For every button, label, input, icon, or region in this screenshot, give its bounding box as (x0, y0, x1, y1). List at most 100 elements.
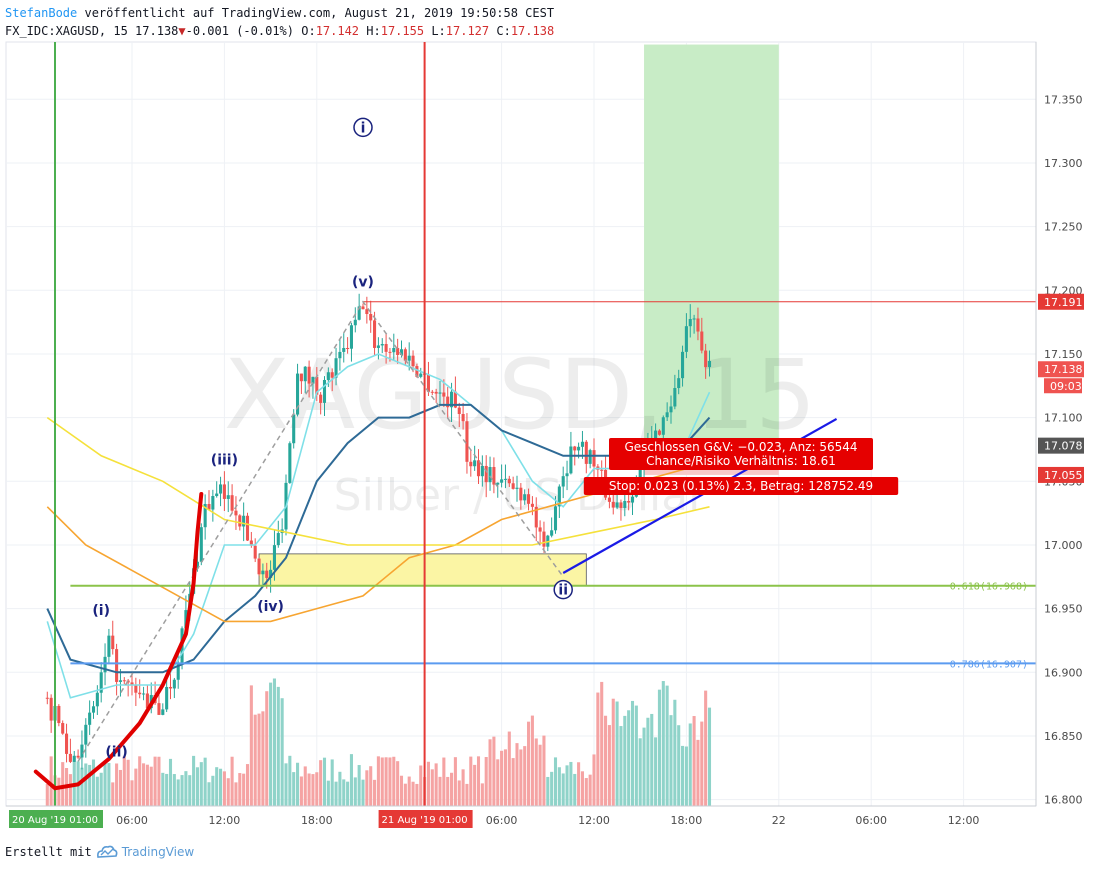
candle-body (107, 635, 111, 657)
wave-label-0: (i) (92, 603, 110, 619)
volume-bar (222, 771, 226, 806)
support-zone (258, 553, 587, 587)
candle-body (296, 373, 300, 415)
volume-bar (311, 774, 315, 806)
candle-body (176, 664, 180, 680)
tradingview-logo-icon (96, 845, 118, 858)
volume-bar (261, 711, 265, 806)
long-target-zone (644, 44, 779, 446)
tradingview-brand[interactable]: TradingView (121, 845, 195, 859)
volume-bar (515, 743, 519, 806)
price-badge-3 (1038, 466, 1084, 483)
candle-body (172, 679, 176, 689)
candle-body (199, 527, 203, 562)
volume-bar (61, 762, 65, 806)
candle-body (303, 366, 307, 382)
candle-body (72, 755, 76, 762)
volume-bar (569, 761, 573, 806)
candle-body (473, 460, 477, 467)
candle-body (334, 358, 338, 378)
candle-body (561, 476, 565, 487)
candle-body (557, 486, 561, 507)
candle-body (573, 446, 577, 451)
price-badge-label-0: 17.191 (1044, 296, 1083, 309)
time-tick-label-2: 18:00 (301, 814, 333, 827)
volume-bar (272, 678, 276, 806)
candle-body (534, 506, 538, 528)
candle-body (288, 443, 292, 483)
volume-bar (507, 731, 511, 806)
candle-body (461, 413, 465, 422)
volume-bar (334, 781, 338, 806)
candle-body (527, 494, 531, 504)
time-highlight-label-1: 21 Aug '19 01:00 (382, 815, 468, 826)
volume-bar (696, 739, 700, 806)
volume-bar (91, 759, 96, 806)
candle-body (569, 446, 573, 474)
candle-body (61, 723, 65, 734)
volume-bar (346, 781, 350, 806)
candle-body (253, 545, 257, 559)
candle-body (115, 649, 119, 682)
candle-body (684, 326, 688, 352)
price-tick-label-0: 16.800 (1044, 794, 1083, 807)
candle-body (399, 349, 404, 355)
volume-bar (330, 759, 334, 806)
price-badge-label-2: 17.138 (1044, 363, 1083, 376)
candle-body (396, 348, 400, 355)
volume-bar (365, 770, 369, 806)
volume-bar (604, 715, 608, 806)
volume-bar (118, 769, 122, 806)
candle-body (661, 417, 665, 435)
volume-bar (399, 775, 404, 806)
volume-bar (45, 783, 49, 806)
volume-bar (600, 681, 604, 806)
footer: Erstellt mit TradingView (5, 845, 194, 859)
position-result-box (609, 438, 873, 470)
candle-body (68, 753, 72, 762)
volume-bar (419, 765, 423, 806)
candle-body (130, 682, 134, 685)
candle-body (677, 378, 681, 389)
volume-bar (592, 754, 596, 806)
position-result-line-1: Chance/Risiko Verhältnis: 18.61 (646, 454, 836, 468)
volume-bar (242, 773, 246, 806)
candle-body (57, 705, 61, 724)
candle-body (326, 372, 330, 380)
volume-bar (165, 773, 169, 806)
volume-bar (353, 777, 357, 806)
volume-bar (349, 754, 353, 806)
candle-body (507, 478, 511, 484)
volume-bar (88, 764, 92, 806)
volume-bar (553, 757, 558, 806)
candle-body (457, 407, 461, 414)
candle-body (361, 306, 365, 310)
candle-body (219, 484, 223, 494)
published-text: veröffentlicht auf TradingView.com, Augu… (84, 6, 555, 20)
volume-bar (342, 779, 346, 806)
volume-bar (373, 779, 377, 806)
volume-bar (369, 766, 373, 806)
volume-bar (176, 779, 180, 806)
volume-bar (376, 756, 380, 806)
volume-bar (103, 762, 107, 806)
candle-body (234, 510, 238, 516)
volume-bar (195, 767, 199, 806)
author-name[interactable]: StefanBode (5, 6, 78, 20)
volume-bar (461, 769, 465, 806)
time-tick-label-3: 06:00 (486, 814, 518, 827)
volume-bar (280, 698, 284, 806)
ohlc-close-value: 17.138 (510, 24, 555, 38)
volume-bar (465, 783, 469, 806)
volume-bar (492, 736, 496, 806)
indicator-line-3 (46, 416, 710, 546)
volume-bar (253, 714, 257, 806)
volume-bar (257, 713, 261, 806)
volume-bar (677, 725, 681, 806)
volume-bar (180, 775, 184, 806)
volume-bar (269, 682, 273, 806)
candle-body (681, 351, 685, 379)
